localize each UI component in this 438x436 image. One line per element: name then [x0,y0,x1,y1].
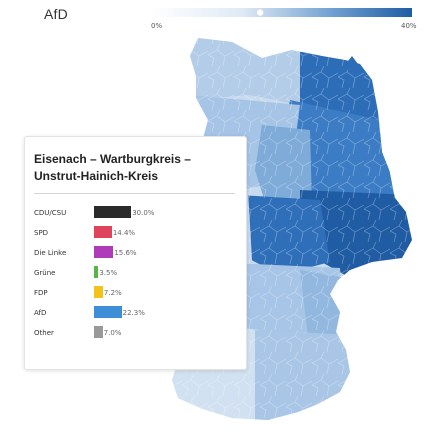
rugen-island[interactable] [344,56,358,74]
result-row: SPD 14.4% [34,226,239,246]
party-label: SPD [34,229,49,237]
party-label: Die Linke [34,249,67,257]
result-bar [94,206,132,218]
result-value: 22.3% [122,309,145,317]
scale-max-label: 40% [401,22,417,30]
result-row: Grüne 3.5% [34,266,239,286]
region-tooltip: Eisenach – Wartburgkreis – Unstrut-Haini… [24,136,247,370]
party-label: FDP [34,289,48,297]
result-value: 15.6% [114,249,137,257]
scale-slider-handle[interactable] [256,8,265,17]
result-rows: CDU/CSU 30.0% SPD 14.4% Die Linke 15.6% Grüne 3… [34,206,239,346]
result-bar [94,226,112,238]
scale-bar [150,8,412,17]
party-label: CDU/CSU [34,209,67,217]
result-value: 30.0% [132,209,155,217]
party-label: Other [34,329,54,337]
scale-min-label: 0% [151,22,163,30]
region-title: Eisenach – Wartburgkreis – Unstrut-Haini… [34,152,191,183]
result-bar [94,286,103,298]
party-selector[interactable]: AfD [44,6,68,22]
party-label: Grüne [34,269,56,277]
result-row: Die Linke 15.6% [34,246,239,266]
result-value: 3.5% [99,269,118,277]
result-row: Other 7.0% [34,326,239,346]
result-row: CDU/CSU 30.0% [34,206,239,226]
result-bar [94,326,103,338]
result-bar [94,266,99,278]
result-row: FDP 7.2% [34,286,239,306]
result-value: 7.0% [103,329,122,337]
result-row: AfD 22.3% [34,306,239,326]
party-label: AfD [34,309,47,317]
result-value: 7.2% [103,289,122,297]
result-bar [94,246,114,258]
tooltip-divider [34,193,235,194]
result-value: 14.4% [112,229,136,237]
result-bar [94,306,122,318]
